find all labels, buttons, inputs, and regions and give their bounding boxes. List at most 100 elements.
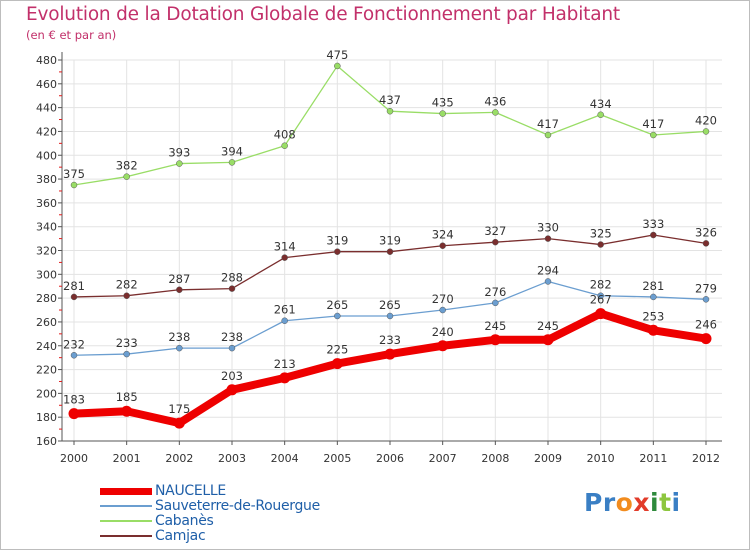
x-tick-label: 2000 bbox=[60, 452, 88, 465]
data-label-caban-s-2010: 434 bbox=[590, 97, 612, 111]
data-label-sauveterre-de-rouergue-2001: 233 bbox=[116, 336, 138, 350]
data-label-camjac-2008: 327 bbox=[484, 224, 506, 238]
point-naucelle-2002 bbox=[173, 417, 185, 429]
data-label-naucelle-2011: 253 bbox=[642, 309, 664, 323]
logo-letter: P bbox=[584, 488, 603, 517]
data-label-camjac-2006: 319 bbox=[379, 234, 401, 248]
series-caban-s bbox=[70, 62, 710, 189]
y-tick-label: 380 bbox=[36, 173, 57, 186]
point-camjac-2010 bbox=[597, 241, 604, 248]
point-sauveterre-de-rouergue-2004 bbox=[281, 317, 288, 324]
series-sauveterre-de-rouergue bbox=[70, 278, 710, 359]
grid-layer bbox=[62, 59, 722, 442]
point-sauveterre-de-rouergue-2008 bbox=[492, 299, 499, 307]
point-sauveterre-de-rouergue-2005 bbox=[334, 312, 341, 320]
x-tick-label: 2011 bbox=[639, 452, 667, 465]
data-label-sauveterre-de-rouergue-2007: 270 bbox=[432, 292, 454, 306]
y-tick-label: 280 bbox=[36, 292, 57, 305]
series-naucelle bbox=[68, 308, 712, 429]
data-label-naucelle-2006: 233 bbox=[379, 333, 401, 347]
x-tick-label: 2008 bbox=[481, 452, 509, 465]
point-camjac-2000 bbox=[70, 293, 78, 301]
point-camjac-2005 bbox=[334, 248, 341, 255]
point-sauveterre-de-rouergue-2009 bbox=[544, 278, 552, 285]
legend-swatch-camjac bbox=[100, 535, 152, 537]
legend-label-caban-s: Cabanès bbox=[155, 513, 214, 529]
point-camjac-2004 bbox=[281, 254, 288, 261]
data-label-camjac-2003: 288 bbox=[221, 271, 243, 285]
data-label-caban-s-2004: 408 bbox=[274, 128, 296, 142]
data-label-caban-s-2006: 437 bbox=[379, 93, 401, 107]
logo-letter: i bbox=[650, 488, 660, 517]
legend-label-camjac: Camjac bbox=[155, 528, 206, 544]
y-tick-label: 220 bbox=[36, 364, 57, 377]
x-tick-label: 2002 bbox=[165, 452, 193, 465]
data-label-sauveterre-de-rouergue-2000: 232 bbox=[63, 337, 85, 351]
data-label-naucelle-2005: 225 bbox=[326, 343, 348, 357]
y-tick-label: 240 bbox=[36, 340, 57, 353]
data-label-camjac-2005: 319 bbox=[326, 234, 348, 248]
axis-layer: 160 180 200 220 240 260 280 300 320 340 360 380 400 4… bbox=[36, 52, 722, 465]
data-label-caban-s-2005: 475 bbox=[326, 48, 348, 62]
data-label-naucelle-2000: 183 bbox=[63, 393, 85, 407]
data-label-sauveterre-de-rouergue-2003: 238 bbox=[221, 330, 243, 344]
x-tick-label: 2009 bbox=[534, 452, 562, 465]
data-label-sauveterre-de-rouergue-2005: 265 bbox=[326, 298, 348, 312]
data-label-camjac-2010: 325 bbox=[590, 227, 612, 241]
y-tick-label: 300 bbox=[36, 268, 57, 281]
point-caban-s-2012 bbox=[702, 128, 710, 135]
x-tick-label: 2003 bbox=[218, 452, 246, 465]
data-label-camjac-2002: 287 bbox=[168, 272, 190, 286]
point-camjac-2006 bbox=[386, 248, 394, 255]
point-naucelle-2010 bbox=[595, 308, 607, 320]
data-label-caban-s-2001: 382 bbox=[116, 159, 138, 173]
data-label-caban-s-2000: 375 bbox=[63, 167, 85, 181]
point-caban-s-2011 bbox=[650, 131, 657, 139]
data-label-camjac-2011: 333 bbox=[642, 217, 664, 231]
point-caban-s-2010 bbox=[597, 111, 604, 119]
data-label-camjac-2009: 330 bbox=[537, 221, 559, 235]
point-caban-s-2000 bbox=[70, 181, 78, 189]
point-sauveterre-de-rouergue-2000 bbox=[70, 352, 78, 359]
point-naucelle-2005 bbox=[331, 358, 343, 370]
data-label-naucelle-2007: 240 bbox=[432, 325, 454, 339]
y-tick-label: 400 bbox=[36, 149, 57, 162]
x-tick-label: 2001 bbox=[113, 452, 141, 465]
data-label-sauveterre-de-rouergue-2008: 276 bbox=[484, 285, 506, 299]
data-label-caban-s-2007: 435 bbox=[432, 96, 454, 110]
point-camjac-2012 bbox=[702, 240, 710, 247]
legend-swatch-caban-s bbox=[100, 520, 152, 522]
y-tick-label: 260 bbox=[36, 316, 57, 329]
data-label-layer: 232 233 238 238 261 265 265 270 276 294 282 281 279 3… bbox=[63, 48, 717, 416]
x-tick-label: 2006 bbox=[376, 452, 404, 465]
y-tick-label: 340 bbox=[36, 221, 57, 234]
y-tick-label: 160 bbox=[36, 435, 57, 448]
point-naucelle-2003 bbox=[226, 384, 238, 396]
data-label-naucelle-2003: 203 bbox=[221, 369, 243, 383]
point-sauveterre-de-rouergue-2003 bbox=[228, 344, 236, 352]
series-layer bbox=[68, 62, 712, 429]
data-label-caban-s-2008: 436 bbox=[484, 94, 506, 108]
point-sauveterre-de-rouergue-2012 bbox=[702, 296, 710, 303]
data-label-naucelle-2001: 185 bbox=[116, 390, 138, 404]
x-tick-label: 2010 bbox=[587, 452, 615, 465]
point-camjac-2009 bbox=[544, 235, 552, 242]
data-label-sauveterre-de-rouergue-2004: 261 bbox=[274, 303, 296, 317]
legend-label-sauveterre-de-rouergue: Sauveterre-de-Rouergue bbox=[155, 498, 320, 514]
data-label-camjac-2001: 282 bbox=[116, 278, 138, 292]
y-tick-label: 480 bbox=[36, 54, 57, 67]
point-caban-s-2006 bbox=[386, 107, 394, 115]
data-label-sauveterre-de-rouergue-2012: 279 bbox=[695, 281, 717, 295]
data-label-sauveterre-de-rouergue-2011: 281 bbox=[642, 279, 664, 293]
logo-letter: i bbox=[671, 488, 681, 517]
point-sauveterre-de-rouergue-2010 bbox=[597, 292, 604, 299]
data-label-camjac-2007: 324 bbox=[432, 228, 454, 242]
logo-letter: o bbox=[615, 488, 634, 517]
y-tick-label: 420 bbox=[36, 125, 57, 138]
point-naucelle-2012 bbox=[700, 333, 712, 345]
y-tick-label: 320 bbox=[36, 245, 57, 258]
point-caban-s-2002 bbox=[176, 160, 183, 167]
legend-swatch-sauveterre-de-rouergue bbox=[100, 505, 152, 507]
point-caban-s-2001 bbox=[123, 173, 130, 180]
point-sauveterre-de-rouergue-2006 bbox=[386, 312, 394, 320]
